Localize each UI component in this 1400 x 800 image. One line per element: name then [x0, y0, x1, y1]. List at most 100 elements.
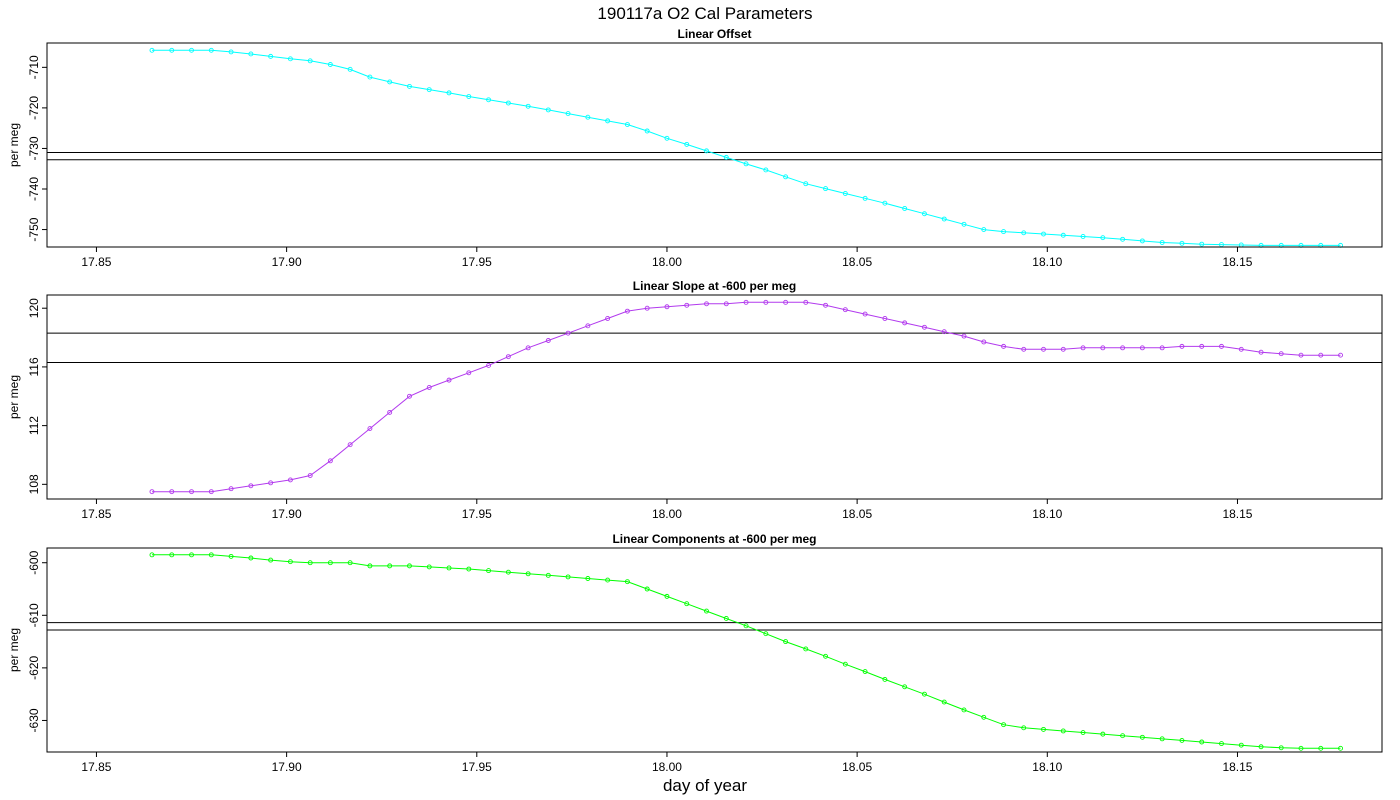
data-point [565, 574, 571, 580]
data-point [644, 305, 650, 311]
data-point [169, 47, 175, 53]
data-point [387, 563, 393, 569]
data-point [605, 316, 611, 321]
data-point [941, 216, 947, 222]
data-point [347, 442, 353, 448]
x-tick-label: 18.05 [842, 255, 872, 269]
x-tick-label: 18.15 [1222, 760, 1252, 774]
data-point [268, 53, 274, 59]
data-point [228, 486, 234, 492]
data-point [783, 299, 789, 305]
data-point [961, 333, 967, 339]
data-point [1139, 345, 1145, 351]
y-tick-label: 112 [27, 416, 41, 435]
x-tick-label: 18.00 [652, 255, 682, 269]
data-point [466, 370, 472, 376]
data-point [803, 181, 809, 187]
data-point [307, 58, 313, 64]
data-point [1060, 728, 1066, 734]
y-tick-label: -620 [27, 656, 41, 680]
data-point [1120, 733, 1126, 739]
data-point [169, 552, 175, 558]
data-point [1080, 234, 1086, 239]
data-point [902, 684, 908, 690]
y-tick-label: 116 [27, 357, 41, 376]
data-point [921, 211, 927, 217]
x-tick-label: 18.15 [1222, 507, 1252, 521]
data-point [1120, 345, 1126, 351]
panel-3: Linear Components at -600 per meg per meg… [7, 532, 1383, 774]
data-point [1041, 726, 1046, 732]
data-point [149, 489, 155, 495]
data-point [407, 393, 412, 399]
data-point [228, 553, 234, 559]
data-point [1199, 241, 1205, 247]
data-point [505, 569, 511, 575]
data-point [545, 572, 551, 578]
data-point [189, 47, 194, 53]
data-point [387, 409, 393, 415]
data-point [407, 83, 412, 89]
data-point [605, 577, 611, 583]
data-point [505, 100, 511, 106]
data-point [743, 623, 749, 629]
data-point [743, 161, 749, 167]
data-point [268, 480, 274, 486]
data-point [248, 51, 254, 57]
data-point [644, 586, 650, 592]
data-point [1021, 725, 1027, 731]
data-point [862, 669, 868, 675]
data-point [585, 576, 591, 581]
data-point [486, 568, 492, 574]
data-point [1080, 730, 1086, 735]
data-point [1258, 349, 1264, 355]
y-tick-label: -600 [27, 550, 41, 574]
data-point [426, 564, 432, 570]
data-point [208, 552, 214, 558]
data-point [367, 74, 373, 80]
series-line [152, 49, 1341, 246]
x-tick-label: 17.90 [272, 760, 302, 774]
data-point [624, 122, 630, 127]
data-point [605, 118, 611, 124]
data-point [228, 49, 234, 55]
data-point [1041, 346, 1046, 352]
data-point [1100, 235, 1106, 241]
data-point [723, 616, 729, 621]
data-point [208, 47, 214, 53]
data-point [684, 601, 690, 607]
data-point [981, 227, 987, 233]
data-point [823, 302, 829, 308]
data-point [664, 304, 670, 310]
y-tick-label: -630 [27, 708, 41, 732]
data-point [486, 362, 492, 368]
data-point [882, 316, 888, 321]
x-tick-label: 18.10 [1032, 760, 1062, 774]
panel-title: Linear Components at -600 per meg [612, 532, 816, 546]
data-point [1238, 742, 1244, 748]
data-point [723, 301, 729, 307]
data-point [743, 299, 749, 305]
x-axis-label: day of year [663, 776, 747, 795]
data-point [446, 90, 452, 96]
x-tick-label: 17.90 [272, 255, 302, 269]
data-point [763, 167, 769, 173]
x-tick-label: 17.90 [272, 507, 302, 521]
data-point [1318, 745, 1324, 751]
data-point [704, 148, 709, 154]
x-tick-label: 18.05 [842, 507, 872, 521]
data-point [862, 311, 868, 317]
data-point [981, 714, 987, 720]
data-point [347, 66, 353, 72]
y-axis-label: per meg [7, 375, 21, 419]
data-point [248, 555, 254, 561]
data-point [1080, 345, 1086, 351]
data-point [803, 646, 809, 652]
data-point [981, 339, 987, 345]
data-point [1179, 240, 1185, 246]
data-point [842, 661, 848, 667]
data-point [248, 483, 254, 489]
data-point [466, 566, 472, 572]
plot-frame [46, 547, 1383, 753]
